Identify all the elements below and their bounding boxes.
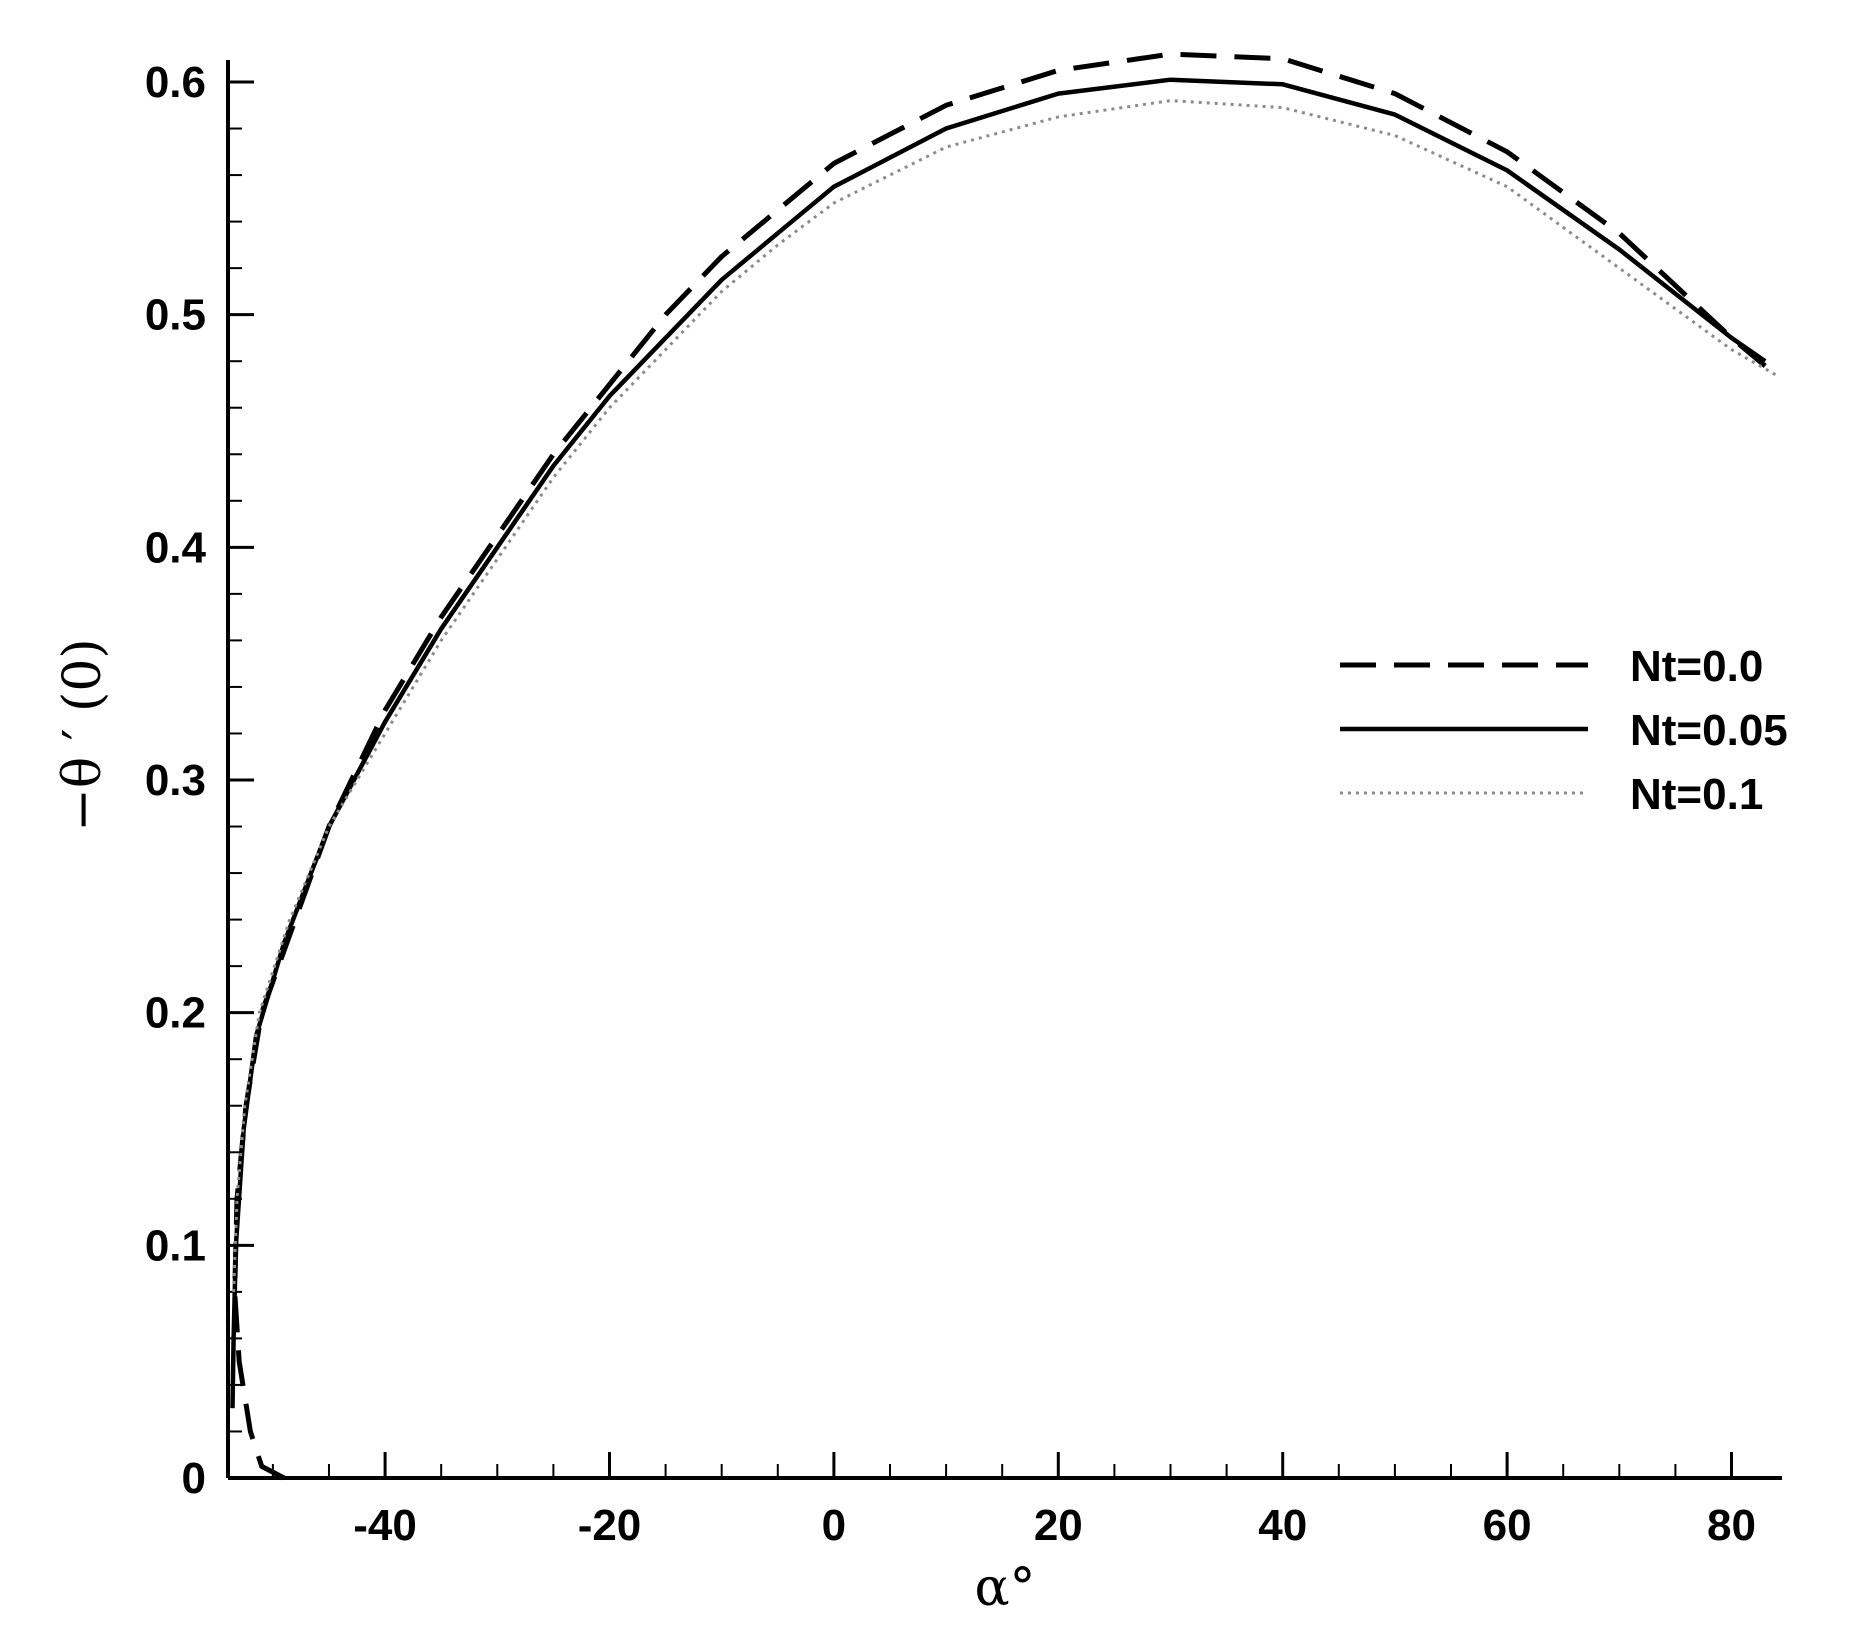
x-tick-label: -20	[578, 1501, 642, 1550]
x-tick-label: -40	[353, 1501, 417, 1550]
y-tick-label: 0.5	[145, 291, 206, 340]
x-tick-label: 0	[822, 1501, 846, 1550]
y-tick-label: 0.6	[145, 58, 206, 107]
series-lines	[230, 51, 1778, 1481]
y-tick-label: 0.4	[145, 523, 207, 572]
legend-label: Nt=0.05	[1630, 706, 1788, 755]
y-axis-title: −θ ′ (0)	[53, 638, 113, 831]
x-tick-label: 40	[1258, 1501, 1307, 1550]
legend-label: Nt=0.1	[1630, 770, 1763, 819]
x-tick-label: 20	[1034, 1501, 1083, 1550]
legend: Nt=0.0 Nt=0.05 Nt=0.1	[1340, 642, 1788, 819]
y-tick-label: 0.1	[145, 1221, 206, 1270]
legend-label: Nt=0.0	[1630, 642, 1763, 691]
y-tick-label: 0.2	[145, 989, 206, 1038]
series-line-nt-0-05	[230, 77, 1767, 1409]
ticks	[228, 80, 1734, 1480]
x-tick-label: 60	[1483, 1501, 1532, 1550]
series-line-nt-0-0	[232, 51, 1767, 1481]
x-axis-title: α°	[974, 1558, 1035, 1618]
x-tick-label: 80	[1707, 1501, 1756, 1550]
axes	[226, 60, 1782, 1480]
tick-labels: -40 -20 0 20 40 60 80 0 0.1 0.2 0.3 0.4 0.5 0.6	[145, 58, 1756, 1550]
y-tick-label: 0.3	[145, 756, 206, 805]
series-line-nt-0-1	[232, 99, 1778, 1292]
y-tick-label: 0	[182, 1454, 206, 1503]
